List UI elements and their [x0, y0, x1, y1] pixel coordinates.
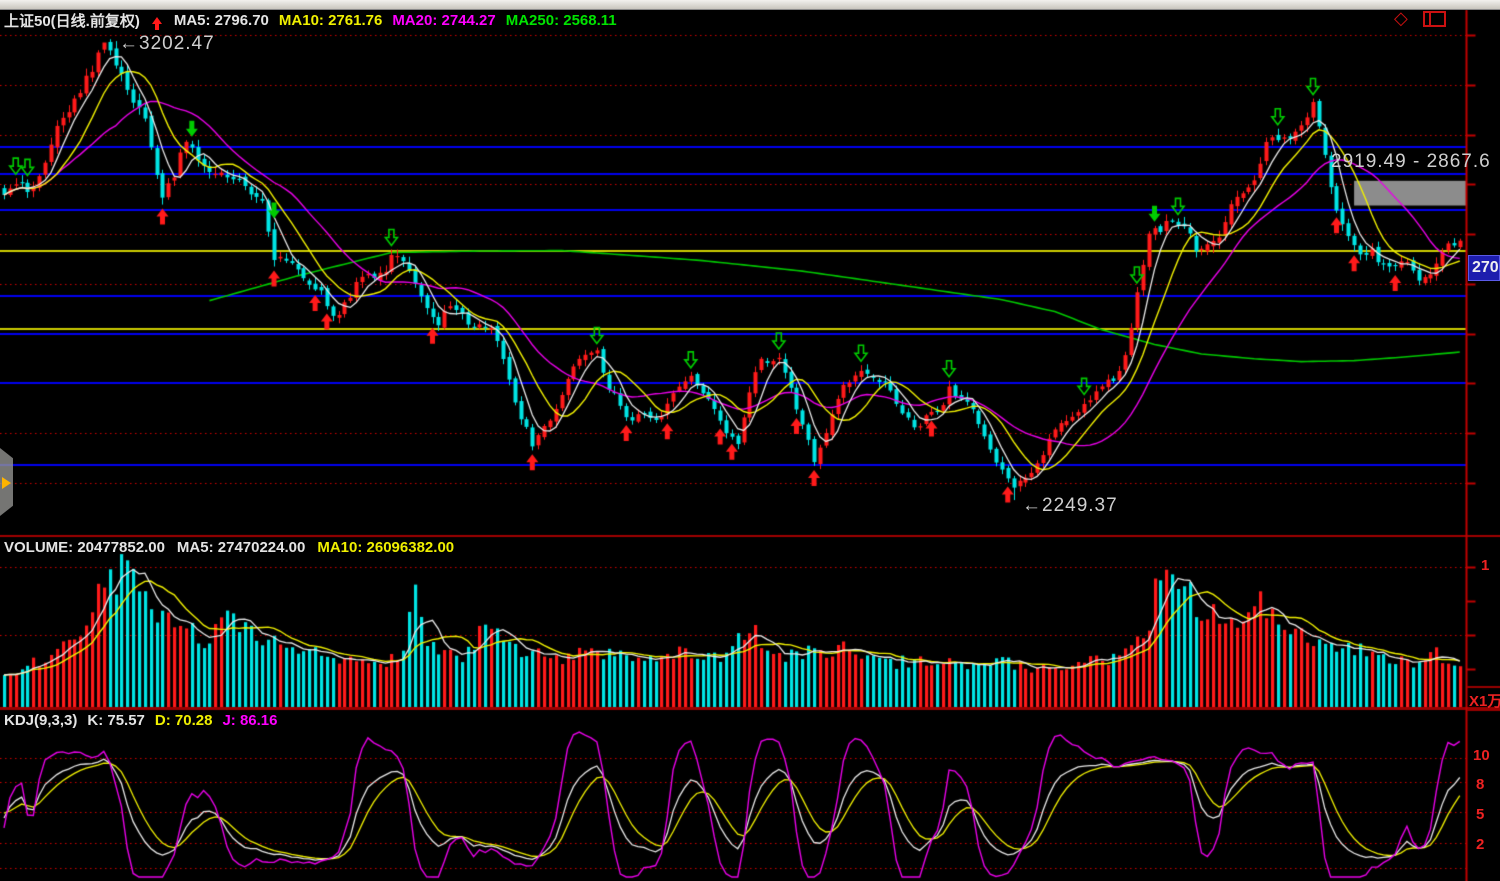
ma5-value: MA5: 2796.70 [173, 11, 269, 29]
gap-annotation: 2919.49 - 2867.6 [1331, 151, 1491, 172]
kdj-name: KDJ(9,3,3) [4, 712, 78, 729]
ma10-value: MA10: 2761.76 [278, 11, 383, 29]
volume-header: VOLUME: 20477852.00 MA5: 27470224.00 MA1… [4, 539, 454, 556]
volume-unit-label: X1万 [1469, 693, 1500, 710]
kdj-axis-label-100: 10 [1473, 747, 1490, 764]
restore-window-icon[interactable] [1423, 11, 1446, 27]
kdj-axis-label-50: 5 [1476, 806, 1485, 823]
kdj-d-value: D: 70.28 [154, 712, 213, 729]
volume-axis-label: 1 [1481, 557, 1490, 574]
window-title-bar [0, 0, 1500, 10]
volume-value: VOLUME: 20477852.00 [4, 539, 165, 556]
high-annotation: ←3202.47 [119, 33, 215, 54]
volume-ma5-value: MA5: 27470224.00 [176, 539, 306, 556]
trend-up-arrow-icon [151, 16, 162, 30]
expand-arrow-icon[interactable] [2, 477, 11, 489]
main-chart-header: 上证50(日线.前复权) MA5: 2796.70 MA10: 2761.76 … [4, 11, 617, 30]
kdj-j-value: J: 86.16 [222, 712, 278, 729]
kdj-axis-label-80: 8 [1476, 776, 1485, 793]
ma20-value: MA20: 2744.27 [392, 11, 496, 29]
low-annotation: ←2249.37 [1022, 495, 1118, 516]
kdj-axis-label-20: 2 [1476, 836, 1485, 853]
kdj-k-value: K: 75.57 [87, 712, 145, 729]
symbol-title: 上证50(日线.前复权) [4, 12, 140, 30]
ma250-value: MA250: 2568.11 [505, 11, 617, 29]
volume-ma10-value: MA10: 26096382.00 [317, 539, 455, 556]
diamond-icon[interactable]: ◇ [1394, 8, 1408, 28]
kdj-header: KDJ(9,3,3) K: 75.57 D: 70.28 J: 86.16 [4, 712, 278, 729]
last-price-tag: 270 [1468, 255, 1500, 281]
